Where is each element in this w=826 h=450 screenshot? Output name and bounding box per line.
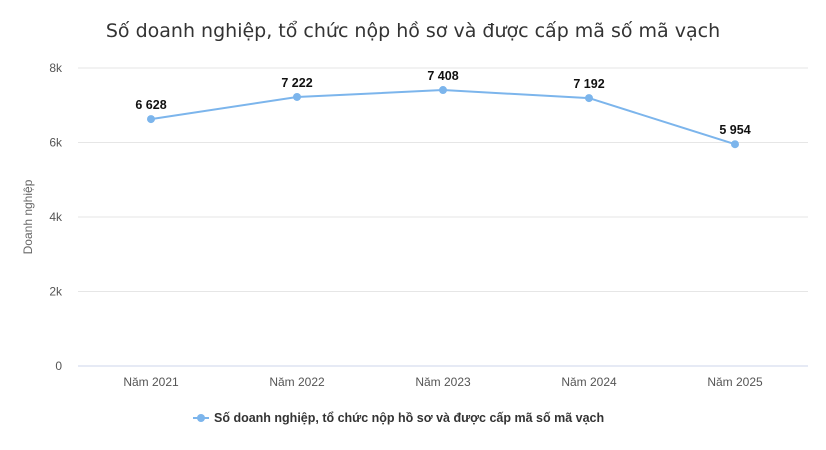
data-label: 7 192 — [573, 77, 604, 91]
y-tick-label: 8k — [49, 61, 63, 75]
data-label: 6 628 — [135, 98, 166, 112]
y-axis-title: Doanh nghiệp — [21, 179, 35, 254]
y-tick-labels: 0 2k 4k 6k 8k — [49, 61, 63, 373]
data-point[interactable] — [585, 94, 593, 103]
data-point[interactable] — [731, 140, 739, 149]
y-tick-label: 4k — [49, 210, 63, 224]
data-point[interactable] — [293, 92, 301, 101]
x-tick-label: Năm 2024 — [561, 375, 617, 389]
data-label: 5 954 — [719, 123, 750, 137]
x-tick-label: Năm 2021 — [123, 375, 179, 389]
y-tick-label: 0 — [55, 359, 62, 373]
chart-title: Số doanh nghiệp, tổ chức nộp hồ sơ và đư… — [106, 20, 720, 42]
legend-marker-icon — [197, 414, 205, 422]
data-labels: 6 628 7 222 7 408 7 192 5 954 — [134, 68, 752, 139]
series-group[interactable] — [147, 86, 739, 149]
x-tick-labels: Năm 2021 Năm 2022 Năm 2023 Năm 2024 Năm 2025 — [123, 375, 763, 389]
data-label: 7 408 — [427, 69, 458, 83]
data-point[interactable] — [147, 115, 155, 124]
data-label: 7 222 — [281, 76, 312, 90]
y-tick-label: 2k — [49, 285, 63, 299]
legend-label[interactable]: Số doanh nghiệp, tổ chức nộp hồ sơ và đư… — [214, 411, 604, 425]
series-line — [150, 89, 736, 146]
legend[interactable]: Số doanh nghiệp, tổ chức nộp hồ sơ và đư… — [193, 411, 604, 425]
x-tick-label: Năm 2022 — [269, 375, 325, 389]
x-tick-label: Năm 2025 — [707, 375, 763, 389]
y-grid — [78, 67, 808, 367]
x-tick-label: Năm 2023 — [415, 375, 471, 389]
data-point[interactable] — [439, 86, 447, 95]
y-tick-label: 6k — [49, 136, 63, 150]
